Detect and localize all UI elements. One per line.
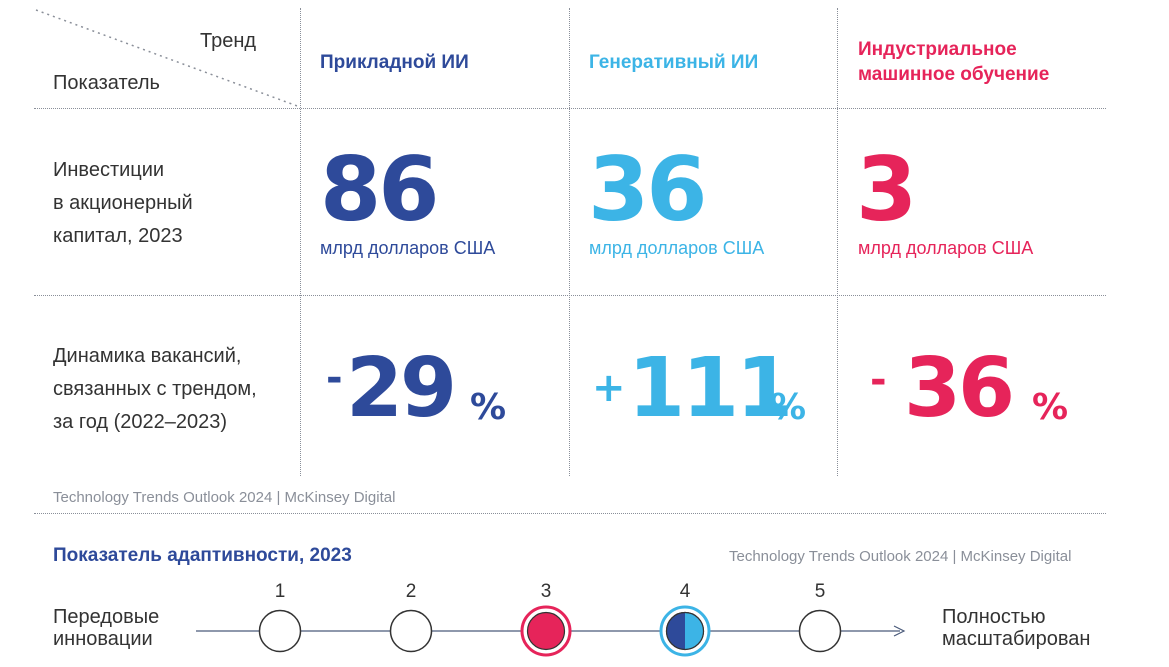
step-1-label: 1	[274, 581, 286, 602]
grid-hline-row	[34, 295, 1106, 296]
grid-vline-1	[300, 8, 301, 476]
grid-hline-header	[34, 108, 1106, 109]
grid-vline-2	[569, 8, 570, 476]
investment-unit-applied-ai: млрд долларов США	[320, 238, 496, 258]
row-label-investment-line1: Инвестиции	[53, 159, 165, 181]
row-label-vacancies: Динамика вакансий, связанных с трендом, …	[53, 340, 257, 439]
vacancy-sign-applied-ai: -	[326, 355, 343, 401]
scale-left-label-line2: инновации	[53, 628, 153, 650]
adaptability-scale	[196, 605, 906, 657]
vacancy-value-industrial-ml: 36	[904, 341, 1015, 436]
step-5-marker	[798, 609, 842, 653]
scale-right-label-line1: Полностью	[942, 606, 1046, 628]
header-diagonal-divider	[35, 9, 301, 108]
investment-value-industrial-ml: 3	[856, 138, 917, 241]
scale-arrow-icon	[893, 625, 906, 637]
step-3-marker	[526, 611, 566, 651]
vacancy-value-applied-ai: 29	[346, 341, 457, 436]
scale-right-label-line2: масштабирован	[942, 628, 1091, 650]
adaptability-title: Показатель адаптивности, 2023	[53, 545, 352, 566]
source-caption: Technology Trends Outlook 2024 | McKinse…	[53, 489, 396, 506]
row-label-vacancies-line1: Динамика вакансий,	[53, 345, 242, 367]
column-title-industrial-ml-line1: Индустриальное	[858, 39, 1017, 60]
header-trend-label: Тренд	[200, 30, 257, 52]
step-1-marker	[258, 609, 302, 653]
vacancy-sign-generative-ai: +	[592, 365, 626, 411]
header-indicator-label: Показатель	[53, 72, 160, 94]
step-4-marker	[666, 612, 685, 650]
column-title-generative-ai: Генеративный ИИ	[589, 52, 759, 73]
investment-value-generative-ai: 36	[588, 138, 707, 241]
investment-unit-generative-ai: млрд долларов США	[589, 238, 765, 258]
grid-vline-3	[837, 8, 838, 476]
adaptability-source: Technology Trends Outlook 2024 | McKinse…	[729, 548, 1072, 565]
step-4-label: 4	[679, 581, 691, 602]
row-label-investment-line2: в акционерный	[53, 192, 193, 214]
step-2-label: 2	[405, 581, 417, 602]
scale-left-label-line1: Передовые	[53, 606, 160, 628]
step-5-label: 5	[814, 581, 826, 602]
scale-right-label: Полностью масштабирован	[942, 606, 1090, 650]
grid-hline-footer	[34, 513, 1106, 514]
vacancy-percent-applied-ai: %	[470, 387, 507, 428]
vacancy-percent-industrial-ml: %	[1032, 387, 1069, 428]
step-3-label: 3	[540, 581, 552, 602]
row-label-investment: Инвестиции в акционерный капитал, 2023	[53, 154, 193, 253]
vacancy-percent-generative-ai: %	[770, 387, 807, 428]
column-title-applied-ai: Прикладной ИИ	[320, 52, 469, 73]
investment-unit-industrial-ml: млрд долларов США	[858, 238, 1034, 258]
vacancy-sign-industrial-ml: -	[870, 357, 887, 403]
investment-value-applied-ai: 86	[320, 138, 439, 241]
column-title-industrial-ml-line2: машинное обучение	[858, 64, 1050, 85]
scale-left-label: Передовые инновации	[53, 606, 159, 650]
column-title-industrial-ml: Индустриальное машинное обучение	[858, 37, 1049, 87]
vacancy-value-generative-ai: 111	[628, 341, 793, 436]
row-label-vacancies-line3: за год (2022–2023)	[53, 411, 228, 433]
step-2-marker	[389, 609, 433, 653]
row-label-vacancies-line2: связанных с трендом,	[53, 378, 257, 400]
row-label-investment-line3: капитал, 2023	[53, 225, 183, 247]
